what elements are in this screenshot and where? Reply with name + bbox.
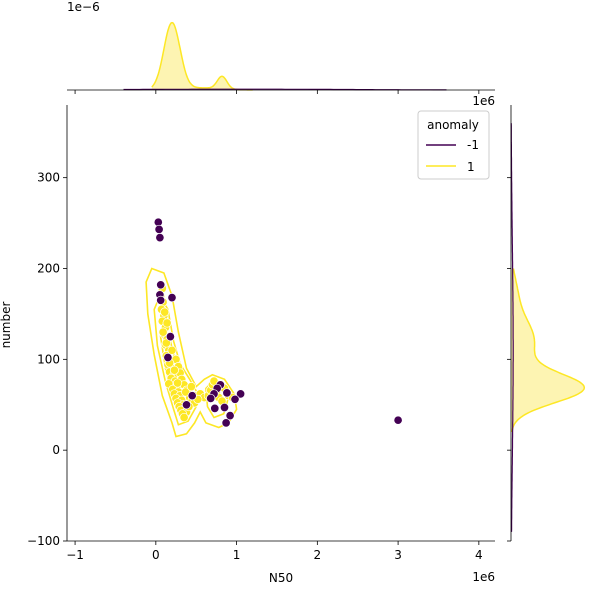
x-offset-text: 1e6 <box>472 570 495 584</box>
right-kde-fill-pos1 <box>511 268 585 432</box>
scatter-point-neg1 <box>393 415 403 425</box>
scatter-point-pos1 <box>161 338 171 348</box>
top-kde-fill-pos1 <box>151 22 253 91</box>
scatter-point-neg1 <box>155 233 165 243</box>
y-tick-label: 0 <box>52 443 60 457</box>
x-tick-label: 0 <box>152 548 160 562</box>
scatter-point-neg1 <box>219 402 230 413</box>
scatter-point-neg1 <box>230 394 240 404</box>
legend-title: anomaly <box>427 118 479 132</box>
scatter-point-neg1 <box>156 295 166 305</box>
scatter-point-neg1 <box>165 332 175 342</box>
legend-label-neg1: -1 <box>467 138 479 152</box>
scatter-point-pos1 <box>158 327 168 337</box>
scatter-point-neg1 <box>206 393 216 403</box>
scatter-point-neg1 <box>187 391 197 401</box>
scatter-point-pos1 <box>186 382 196 392</box>
scatter-point-pos1 <box>179 412 189 423</box>
scatter-point-pos1 <box>173 378 183 388</box>
scatter-point-neg1 <box>156 280 166 290</box>
scatter-point-neg1 <box>167 293 177 303</box>
x-tick-label: 2 <box>314 548 322 562</box>
x-tick-label: 3 <box>394 548 402 562</box>
scatter-point-neg1 <box>181 400 192 410</box>
legend-label-pos1: 1 <box>467 160 475 174</box>
y-tick-label: 100 <box>37 352 60 366</box>
y-tick-label: −100 <box>27 534 60 548</box>
scatter-point-neg1 <box>154 224 164 234</box>
y-tick-label: 200 <box>37 262 60 276</box>
scatter-point-neg1 <box>221 418 231 428</box>
x-axis-label: N50 <box>269 571 293 585</box>
y-tick-label: 300 <box>37 171 60 185</box>
main-scatter-plot: −1 0 1 2 3 4 −100 0 100 200 300 <box>27 105 495 562</box>
scatter-point-neg1 <box>236 389 246 399</box>
scatter-points <box>153 217 403 428</box>
scatter-point-pos1 <box>160 307 170 317</box>
x-tick-label: 1 <box>233 548 241 562</box>
right-kde-line-pos1 <box>511 268 586 433</box>
scatter-point-neg1 <box>210 403 220 413</box>
main-axes: −1 0 1 2 3 4 −100 0 100 200 300 <box>27 105 495 562</box>
scatter-point-pos1 <box>167 345 177 355</box>
y-axis-label: number <box>0 302 13 349</box>
x-tick-label: 4 <box>475 548 483 562</box>
top-marginal-offset-text: 1e−6 <box>67 0 100 14</box>
right-kde-line-neg1 <box>510 123 514 532</box>
scatter-point-pos1 <box>162 318 172 328</box>
scatter-point-pos1 <box>169 365 179 375</box>
scatter-point-neg1 <box>222 388 232 398</box>
x-tick-label: −1 <box>66 548 84 562</box>
legend: anomaly -1 1 <box>417 110 490 180</box>
right-marginal-kde <box>507 105 586 542</box>
right-marginal-offset-text: 1e6 <box>472 94 495 108</box>
scatter-point-neg1 <box>163 352 173 363</box>
top-marginal-kde <box>67 21 495 94</box>
scatter-point-neg1 <box>225 411 235 421</box>
